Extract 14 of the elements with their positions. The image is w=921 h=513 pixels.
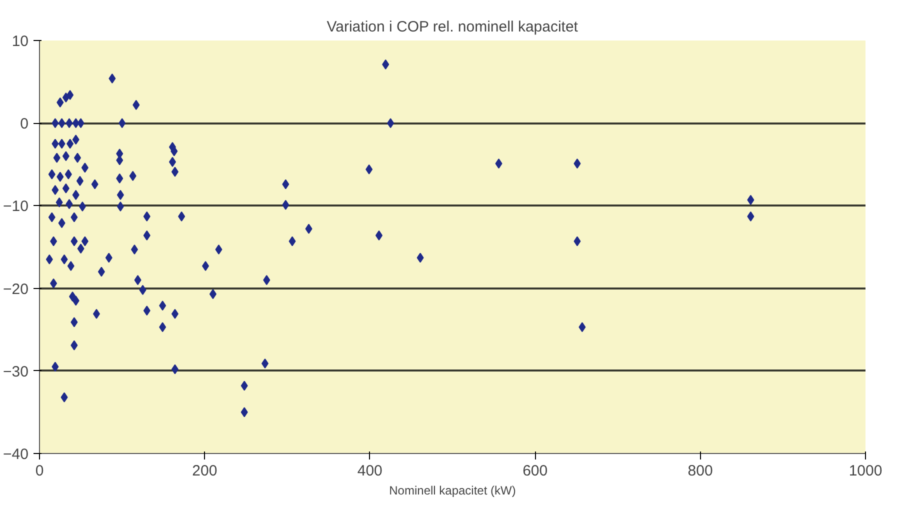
x-tick-label: 200 [192,462,218,480]
y-tick-label: −20 [3,280,29,298]
chart-title: Variation i COP rel. nominell kapacitet [326,18,579,36]
x-tick-label: 0 [35,462,44,480]
y-tick-label: −10 [3,198,29,216]
x-tick-label: 400 [357,462,382,480]
y-tick-label: 10 [12,33,29,50]
y-tick-label: 0 [20,116,28,133]
y-tick-label: −40 [3,446,29,463]
y-tick-label: −30 [3,363,29,380]
x-tick-label: 800 [688,462,713,480]
x-tick-label: 600 [522,462,548,480]
x-axis-title: Nominell kapacitet (kW) [389,484,516,498]
x-tick-label: 1000 [848,462,882,480]
